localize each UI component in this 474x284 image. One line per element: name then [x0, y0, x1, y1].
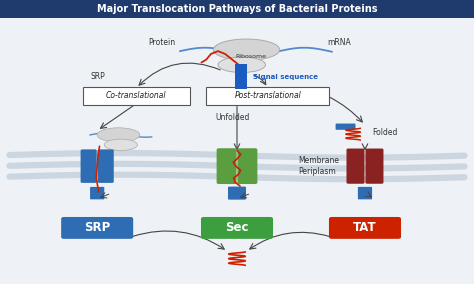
FancyBboxPatch shape [346, 149, 365, 184]
Text: Unfolded: Unfolded [215, 113, 249, 122]
Text: Post-translational: Post-translational [235, 91, 301, 100]
FancyBboxPatch shape [201, 217, 273, 239]
Text: Periplasm: Periplasm [299, 167, 337, 176]
Ellipse shape [213, 39, 280, 60]
FancyBboxPatch shape [0, 0, 474, 18]
FancyBboxPatch shape [61, 217, 133, 239]
Text: Major Translocation Pathways of Bacterial Proteins: Major Translocation Pathways of Bacteria… [97, 4, 377, 14]
Text: Membrane: Membrane [299, 156, 339, 165]
FancyBboxPatch shape [228, 187, 246, 200]
Text: SRP: SRP [84, 222, 110, 234]
FancyBboxPatch shape [237, 148, 257, 184]
Text: Signal sequence: Signal sequence [253, 74, 318, 80]
Text: SRP: SRP [90, 72, 105, 81]
FancyBboxPatch shape [83, 87, 190, 105]
Text: TAT: TAT [353, 222, 377, 234]
Text: Sec: Sec [225, 222, 249, 234]
Ellipse shape [218, 57, 265, 73]
FancyBboxPatch shape [329, 217, 401, 239]
FancyBboxPatch shape [235, 64, 247, 89]
FancyBboxPatch shape [98, 149, 114, 183]
Text: Ribosome: Ribosome [236, 54, 267, 59]
FancyBboxPatch shape [217, 148, 237, 184]
FancyBboxPatch shape [90, 187, 104, 199]
FancyBboxPatch shape [336, 124, 356, 130]
Ellipse shape [104, 139, 137, 151]
Text: Folded: Folded [372, 128, 398, 137]
FancyBboxPatch shape [365, 149, 383, 184]
Text: mRNA: mRNA [327, 38, 351, 47]
FancyBboxPatch shape [206, 87, 329, 105]
Ellipse shape [97, 128, 140, 142]
FancyBboxPatch shape [81, 149, 97, 183]
FancyBboxPatch shape [358, 187, 372, 199]
Text: Co-translational: Co-translational [106, 91, 166, 100]
Text: Protein: Protein [148, 38, 175, 47]
